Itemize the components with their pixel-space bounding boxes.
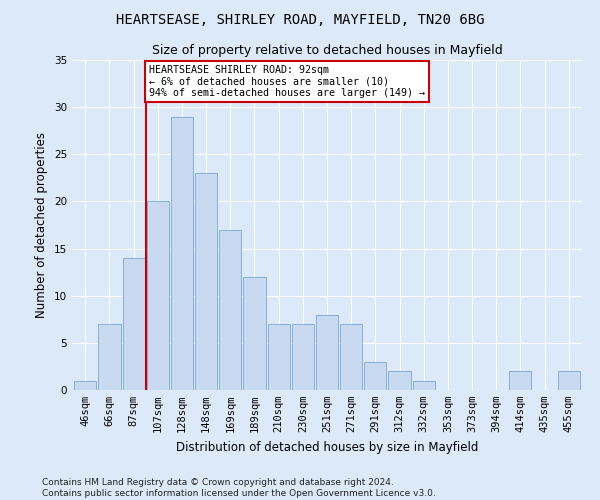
Bar	[74, 380, 97, 390]
Bar	[98, 324, 121, 390]
Bar	[509, 371, 532, 390]
Title: Size of property relative to detached houses in Mayfield: Size of property relative to detached ho…	[152, 44, 502, 58]
Bar	[146, 202, 169, 390]
Y-axis label: Number of detached properties: Number of detached properties	[35, 132, 49, 318]
Bar	[195, 173, 217, 390]
Bar	[388, 371, 410, 390]
Bar	[219, 230, 241, 390]
Bar	[292, 324, 314, 390]
Bar	[268, 324, 290, 390]
Text: Contains HM Land Registry data © Crown copyright and database right 2024.
Contai: Contains HM Land Registry data © Crown c…	[42, 478, 436, 498]
Text: HEARTSEASE SHIRLEY ROAD: 92sqm
← 6% of detached houses are smaller (10)
94% of s: HEARTSEASE SHIRLEY ROAD: 92sqm ← 6% of d…	[149, 64, 425, 98]
Bar	[244, 277, 266, 390]
Bar	[340, 324, 362, 390]
Bar	[413, 380, 435, 390]
Bar	[364, 362, 386, 390]
X-axis label: Distribution of detached houses by size in Mayfield: Distribution of detached houses by size …	[176, 440, 478, 454]
Bar	[316, 314, 338, 390]
Text: HEARTSEASE, SHIRLEY ROAD, MAYFIELD, TN20 6BG: HEARTSEASE, SHIRLEY ROAD, MAYFIELD, TN20…	[116, 12, 484, 26]
Bar	[122, 258, 145, 390]
Bar	[557, 371, 580, 390]
Bar	[171, 116, 193, 390]
